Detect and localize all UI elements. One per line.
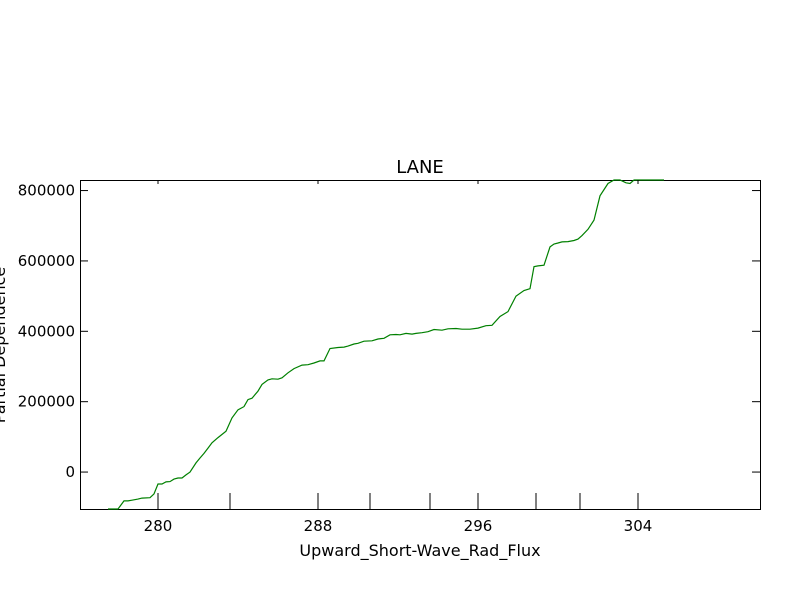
y-tick-label: 600000 [18, 252, 75, 270]
series-layer [108, 179, 664, 510]
y-tick-label: 200000 [18, 393, 75, 411]
x-tick-label: 288 [304, 517, 333, 535]
series-line-0 [108, 179, 664, 510]
x-tick-label: 280 [144, 517, 173, 535]
x-axis-label: Upward_Short-Wave_Rad_Flux [299, 541, 540, 561]
x-tick-label: 304 [624, 517, 653, 535]
y-axis-label: Partial Dependence [0, 267, 9, 423]
x-tick-label: 296 [464, 517, 493, 535]
y-axis: 0 200000 400000 600000 800000 [18, 182, 760, 481]
y-tick-label: 0 [65, 463, 75, 481]
chart-title: LANE [396, 157, 444, 178]
plot-frame [80, 180, 761, 510]
y-tick-label: 800000 [18, 182, 75, 200]
y-tick-label: 400000 [18, 322, 75, 340]
x-axis: 280 288 296 304 [144, 180, 653, 535]
